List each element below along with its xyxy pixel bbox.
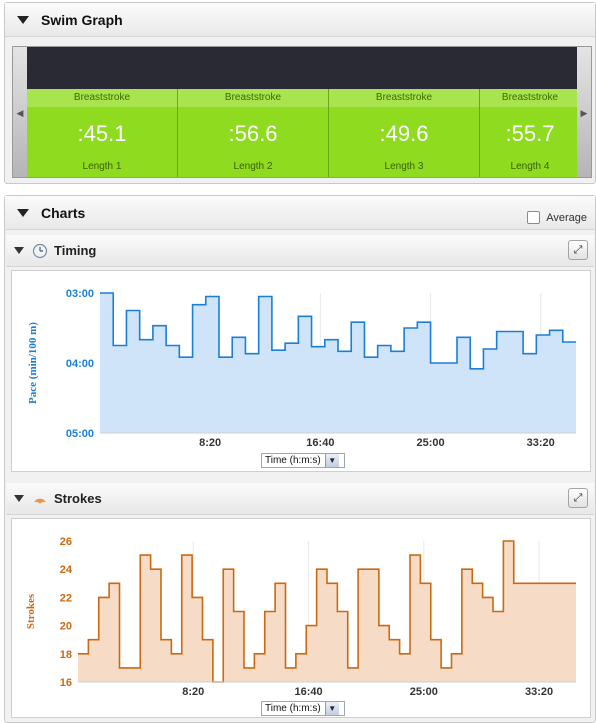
y-tick-label: 05:00 xyxy=(66,428,94,440)
strokes-x-axis-select[interactable]: Time (h:m:s) ▼ xyxy=(261,701,345,716)
strokes-header[interactable]: Strokes ⤢ xyxy=(6,483,594,515)
timing-x-axis-select[interactable]: Time (h:m:s) ▼ xyxy=(261,453,345,468)
x-tick-label: 33:20 xyxy=(525,686,553,698)
y-tick-label: 04:00 xyxy=(66,358,94,370)
average-label: Average xyxy=(546,211,587,224)
y-tick-label: 22 xyxy=(60,592,72,604)
series-area xyxy=(100,293,576,433)
series-line xyxy=(100,292,576,370)
average-checkbox[interactable] xyxy=(527,211,541,224)
charts-header[interactable]: Charts xyxy=(5,196,595,230)
x-tick-label: 16:40 xyxy=(294,686,322,698)
length-stroke: Breaststroke xyxy=(480,89,580,107)
swim-lengths-strip: ◀ Breaststroke :45.1 Length 1 Breaststro… xyxy=(12,46,592,178)
length-card[interactable]: Breaststroke :56.6 Length 2 xyxy=(178,89,329,177)
expand-icon[interactable]: ⤢ xyxy=(568,488,588,508)
y-tick-label: 16 xyxy=(60,677,72,689)
timing-select-value: Time (h:m:s) xyxy=(265,455,321,466)
swim-graph-panel: Swim Graph ◀ Breaststroke :45.1 Length 1… xyxy=(4,2,596,184)
clock-icon xyxy=(32,243,48,258)
timing-chart: 03:00 04:00 05:00 8:20 16:40 25:00 33:20 Pace (… xyxy=(27,288,576,449)
lengths-list: Breaststroke :45.1 Length 1 Breaststroke… xyxy=(27,89,581,177)
timing-chart-box: 03:00 04:00 05:00 8:20 16:40 25:00 33:20 Pace (… xyxy=(11,270,591,472)
strokes-select-value: Time (h:m:s) xyxy=(265,703,321,714)
length-card[interactable]: Breaststroke :49.6 Length 3 xyxy=(329,89,480,177)
timing-header[interactable]: Timing ⤢ xyxy=(6,235,594,267)
x-tick-label: 16:40 xyxy=(306,437,334,449)
x-tick-label: 8:20 xyxy=(182,686,204,698)
scroll-right-icon[interactable]: ▶ xyxy=(577,47,591,177)
x-tick-label: 8:20 xyxy=(199,437,221,449)
length-time: :45.1 xyxy=(77,121,127,146)
length-time: :55.7 xyxy=(505,121,555,146)
x-tick-label: 25:00 xyxy=(416,437,444,449)
strokes-title: Strokes xyxy=(54,491,102,506)
y-tick-label: 20 xyxy=(60,621,72,633)
length-card[interactable]: Breaststroke :45.1 Length 1 xyxy=(27,89,178,177)
length-stroke: Breaststroke xyxy=(329,89,479,107)
timing-title: Timing xyxy=(54,243,97,258)
collapse-triangle-icon[interactable] xyxy=(14,495,24,502)
length-time: :49.6 xyxy=(379,121,429,146)
length-card[interactable]: Breaststroke :55.7 Length 4 xyxy=(480,89,581,177)
length-stroke: Breaststroke xyxy=(178,89,328,107)
y-tick-label: 24 xyxy=(60,564,73,576)
series-area xyxy=(78,541,576,682)
strokes-chart-box: 16 18 20 22 24 26 8:20 16:40 25:00 33:20 Strokes T… xyxy=(11,518,591,718)
length-label: Length 3 xyxy=(384,161,424,172)
swim-graph-header[interactable]: Swim Graph xyxy=(5,3,595,37)
length-label: Length 4 xyxy=(510,161,550,172)
collapse-triangle-icon[interactable] xyxy=(17,208,29,217)
y-axis-label: Pace (min/100 m) xyxy=(27,322,39,404)
strokes-chart: 16 18 20 22 24 26 8:20 16:40 25:00 33:20 Strokes xyxy=(25,536,576,698)
y-tick-label: 26 xyxy=(60,536,72,548)
x-tick-label: 33:20 xyxy=(527,437,555,449)
x-tick-label: 25:00 xyxy=(410,686,438,698)
charts-title: Charts xyxy=(41,204,86,221)
y-axis-label: Strokes xyxy=(25,593,37,629)
collapse-triangle-icon[interactable] xyxy=(17,15,29,24)
length-time: :56.6 xyxy=(228,121,278,146)
y-tick-label: 18 xyxy=(60,649,72,661)
scroll-left-icon[interactable]: ◀ xyxy=(13,47,27,177)
strokes-icon xyxy=(34,498,46,503)
chevron-down-icon: ▼ xyxy=(324,454,339,467)
length-label: Length 1 xyxy=(82,161,122,172)
swim-graph-title: Swim Graph xyxy=(41,11,123,28)
y-tick-label: 03:00 xyxy=(66,288,94,300)
chevron-down-icon: ▼ xyxy=(324,702,339,715)
length-stroke: Breaststroke xyxy=(27,89,177,107)
series-line xyxy=(78,540,576,683)
average-toggle[interactable]: Average xyxy=(527,211,587,224)
length-label: Length 2 xyxy=(233,161,273,172)
charts-panel: Charts Average Timing ⤢ 03:00 04:00 05:00 8… xyxy=(4,195,596,723)
collapse-triangle-icon[interactable] xyxy=(14,247,24,254)
expand-icon[interactable]: ⤢ xyxy=(568,240,588,260)
